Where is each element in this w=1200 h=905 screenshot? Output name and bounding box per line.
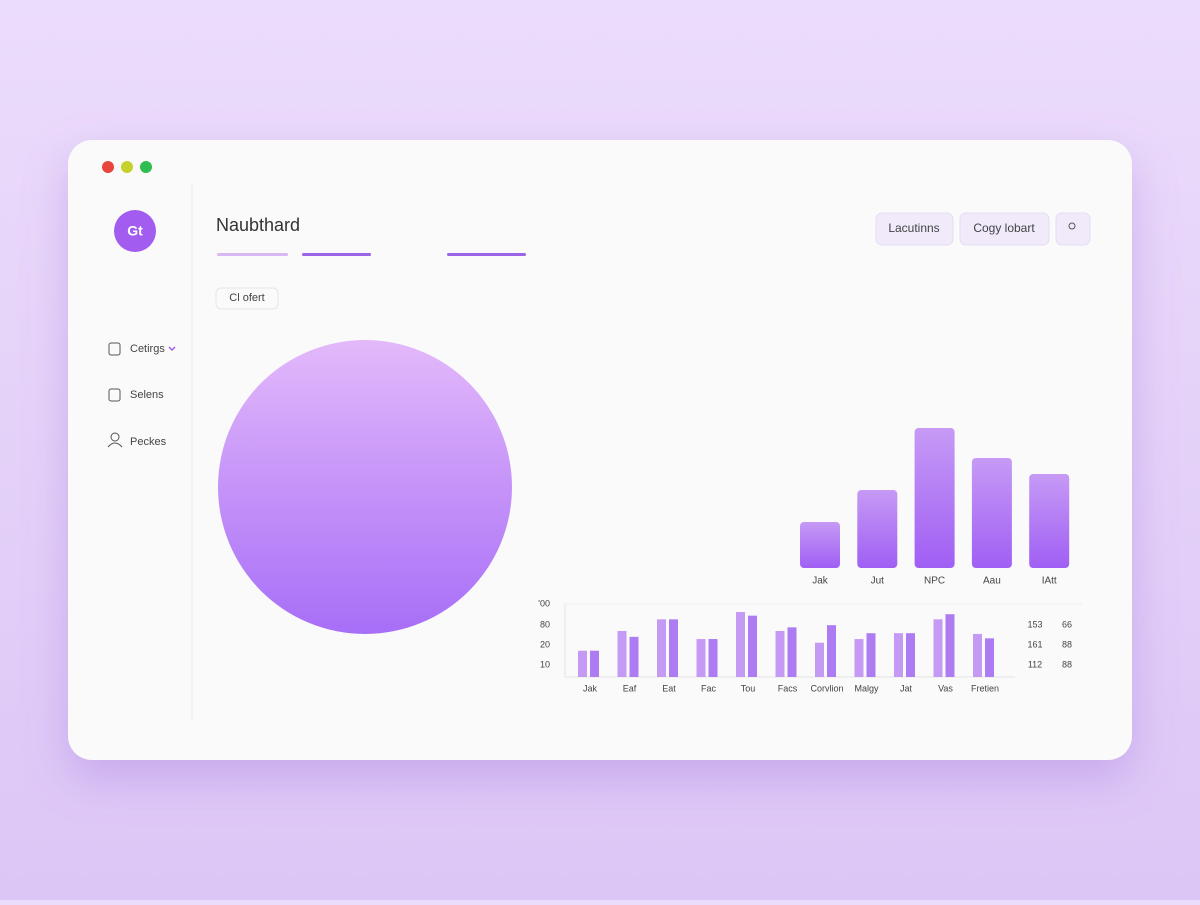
bar [696, 639, 706, 677]
filter-chip-border[interactable] [215, 287, 279, 310]
y-label: 20 [540, 639, 550, 649]
button[interactable] [875, 212, 954, 246]
bar [708, 639, 718, 677]
side-label: 88 [1062, 659, 1072, 669]
x-tick-label: Eaf [623, 683, 637, 693]
y-label: '00 [538, 598, 550, 608]
bar [866, 633, 876, 677]
bar [1029, 474, 1070, 568]
bar [945, 614, 955, 677]
bar [906, 633, 915, 677]
x-tick-label: Aau [983, 576, 1001, 587]
minimize-dot[interactable] [121, 161, 133, 173]
tab-underline[interactable] [447, 253, 526, 256]
bar [827, 625, 836, 677]
button-label[interactable]: Lacutinns [888, 221, 939, 235]
user-icon [1068, 222, 1076, 230]
side-label: 153 [1027, 619, 1042, 629]
x-tick-label: NPC [924, 576, 945, 587]
bar [617, 631, 627, 677]
side-label: 66 [1062, 619, 1072, 629]
bar [971, 458, 1012, 568]
bar [787, 627, 797, 677]
side-label: 112 [1028, 659, 1042, 669]
nav-chevron[interactable] [168, 346, 176, 352]
logo-text: Gt [127, 223, 143, 239]
x-tick-label: Jut [871, 576, 885, 587]
nav-item[interactable]: Peckes [130, 436, 167, 448]
y-label: 80 [540, 619, 550, 629]
logo[interactable] [114, 210, 156, 252]
maximize-dot[interactable] [140, 161, 152, 173]
x-tick-label: Tou [741, 683, 756, 693]
bar [933, 619, 943, 677]
x-tick-label: Facs [778, 683, 798, 693]
button[interactable] [959, 212, 1050, 246]
bar [985, 638, 994, 677]
x-tick-label: IAtt [1042, 576, 1057, 587]
bar [578, 650, 587, 677]
nav-icon [110, 432, 120, 442]
nav-item[interactable]: Cetirgs [130, 343, 165, 355]
bar [815, 642, 824, 677]
page-title: Naubthard [216, 215, 300, 235]
bar [669, 619, 678, 677]
x-tick-label: Jak [583, 683, 598, 693]
y-label: 10 [540, 659, 550, 669]
circle-chart [218, 340, 512, 634]
bar [854, 639, 864, 677]
bar [775, 631, 785, 677]
tab-underline[interactable] [302, 253, 371, 256]
x-tick-label: Eat [662, 683, 676, 693]
side-label: 161 [1027, 639, 1042, 649]
bar [748, 615, 757, 677]
side-label: 88 [1062, 639, 1072, 649]
x-tick-label: Vas [938, 683, 953, 693]
bar [800, 522, 840, 568]
nav-item[interactable]: Selens [130, 389, 164, 401]
filter-chip[interactable]: Cl ofert [229, 292, 264, 304]
bar [857, 490, 898, 568]
bar [973, 633, 982, 677]
bar [590, 650, 599, 677]
x-tick-label: Corvlion [810, 683, 843, 693]
x-tick-label: Jak [812, 576, 829, 587]
bar [894, 633, 903, 677]
bar [914, 428, 955, 568]
nav-icon [108, 388, 121, 402]
tab-underline[interactable] [217, 253, 288, 256]
bar [736, 612, 745, 677]
x-tick-label: Malgy [854, 683, 879, 693]
bar [657, 619, 666, 677]
close-dot[interactable] [102, 161, 114, 173]
x-tick-label: Fac [701, 683, 717, 693]
x-tick-label: Jat [900, 683, 913, 693]
button-label[interactable]: Cogy lobart [973, 221, 1035, 235]
nav-icon [107, 442, 123, 448]
nav-icon [108, 342, 121, 356]
x-tick-label: Fretien [971, 683, 999, 693]
bar [629, 636, 639, 677]
